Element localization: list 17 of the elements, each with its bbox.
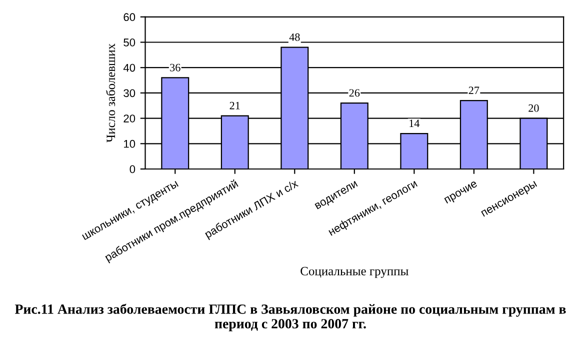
data-label: 21 bbox=[230, 102, 240, 110]
y-tick-label: 60 bbox=[124, 13, 136, 22]
data-label: 48 bbox=[289, 33, 300, 41]
data-label: 27 bbox=[468, 86, 480, 94]
y-tick-label: 10 bbox=[124, 140, 136, 148]
data-label: 36 bbox=[170, 64, 180, 72]
data-label: 20 bbox=[528, 104, 539, 112]
y-tick-label: 0 bbox=[130, 165, 136, 174]
data-label: 26 bbox=[349, 89, 360, 97]
data-label: 14 bbox=[410, 120, 420, 127]
y-tick-label: 50 bbox=[124, 38, 136, 46]
y-tick-label: 30 bbox=[124, 89, 136, 98]
y-tick-label: 40 bbox=[123, 64, 136, 72]
y-axis-title: Число заболевших bbox=[106, 44, 116, 142]
y-tick-label: 20 bbox=[124, 114, 136, 122]
x-axis-title: Социальные группы bbox=[300, 266, 408, 278]
text: Рис.11 Анализ заболеваемости ГЛПС в Завьяловском районе по социальным группам в период с 2003 по 2007 гг. bbox=[14, 304, 566, 332]
